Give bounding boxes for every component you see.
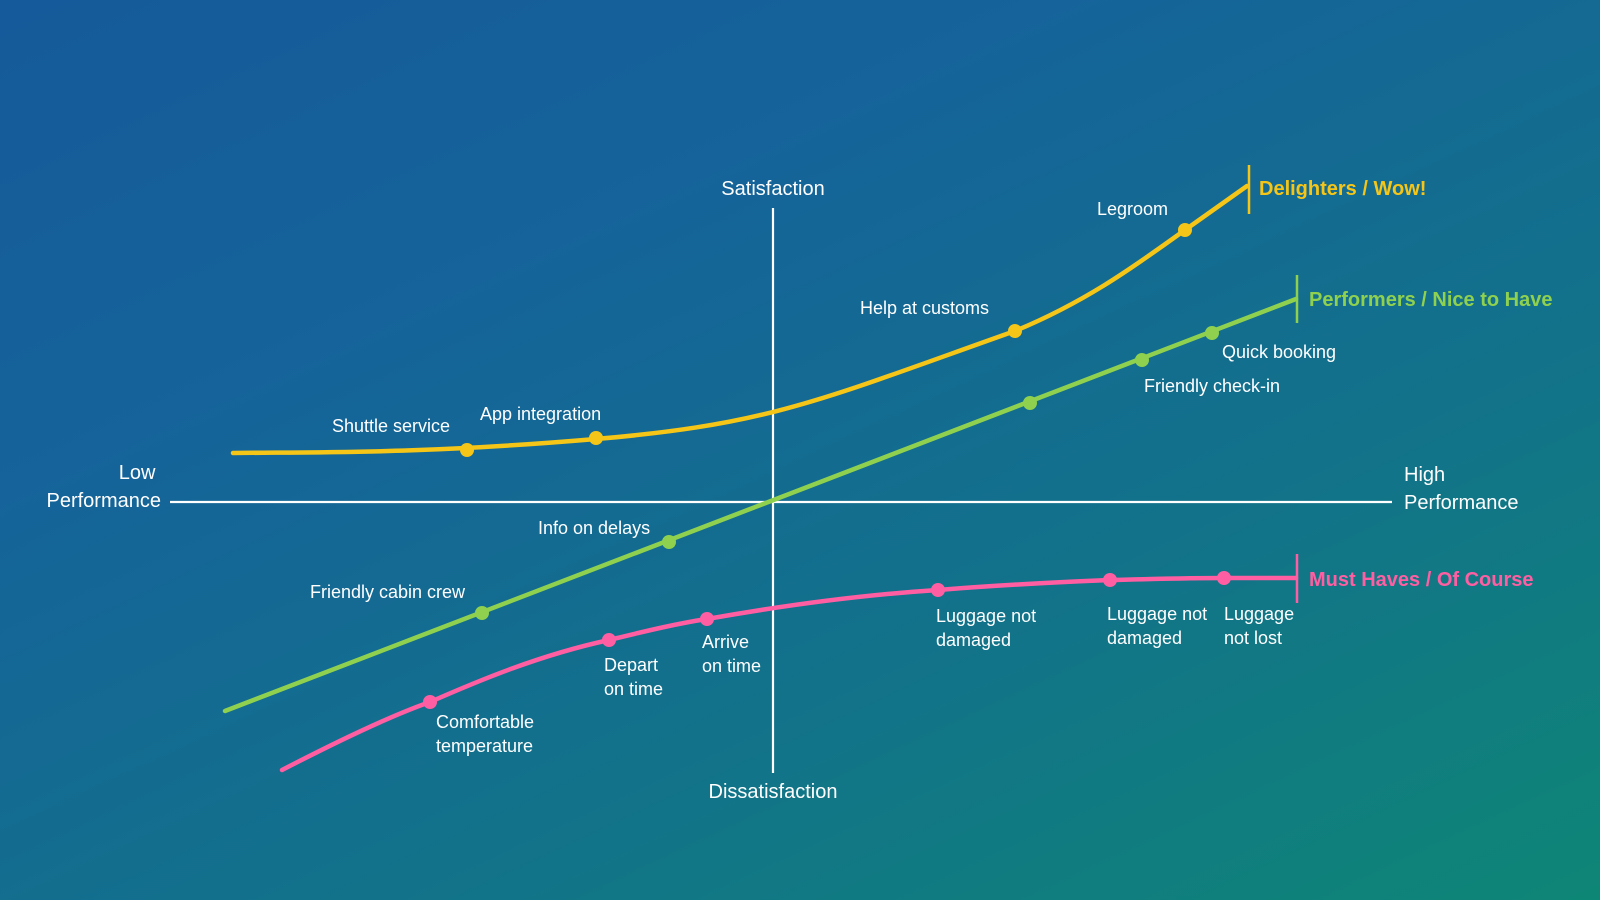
series-delighters: Delighters / Wow! Shuttle service App in… — [230, 165, 1426, 457]
series-must-haves: Must Haves / Of Course Comfortable tempe… — [279, 554, 1534, 773]
point-unlabeled-performer — [1023, 396, 1037, 410]
category-label-performers: Performers / Nice to Have — [1309, 289, 1552, 311]
point-legroom — [1178, 223, 1192, 237]
point-luggage-not-damaged-1 — [931, 583, 945, 597]
point-info-on-delays — [662, 535, 676, 549]
category-label-must-haves: Must Haves / Of Course — [1309, 569, 1534, 591]
label-help-at-customs: Help at customs — [860, 298, 989, 318]
axis-label-satisfaction: Satisfaction — [721, 178, 824, 200]
point-friendly-cabin-crew — [475, 606, 489, 620]
point-depart-on-time — [602, 633, 616, 647]
curve-performers — [222, 296, 1299, 714]
point-comfortable-temperature — [423, 695, 437, 709]
point-shuttle-service — [460, 443, 474, 457]
label-quick-booking: Quick booking — [1222, 342, 1336, 362]
label-friendly-check-in: Friendly check-in — [1144, 376, 1280, 396]
label-legroom: Legroom — [1097, 199, 1168, 219]
point-help-at-customs — [1008, 324, 1022, 338]
point-luggage-not-damaged-2 — [1103, 573, 1117, 587]
label-luggage-not-damaged-1: Luggage not damaged — [936, 606, 1041, 650]
point-app-integration — [589, 431, 603, 445]
axis-label-high-performance: High Performance — [1404, 464, 1519, 514]
series-performers: Performers / Nice to Have Friendly cabin… — [222, 275, 1552, 714]
label-arrive-on-time: Arrive on time — [702, 632, 761, 676]
point-luggage-not-lost — [1217, 571, 1231, 585]
point-quick-booking — [1205, 326, 1219, 340]
label-comfortable-temperature: Comfortable temperature — [436, 712, 539, 756]
label-friendly-cabin-crew: Friendly cabin crew — [310, 582, 466, 602]
axis-label-dissatisfaction: Dissatisfaction — [709, 781, 838, 803]
label-shuttle-service: Shuttle service — [332, 416, 450, 436]
label-depart-on-time: Depart on time — [604, 655, 663, 699]
label-luggage-not-lost: Luggage not lost — [1224, 604, 1299, 648]
label-luggage-not-damaged-2: Luggage not damaged — [1107, 604, 1212, 648]
category-label-delighters: Delighters / Wow! — [1259, 178, 1426, 200]
point-friendly-check-in — [1135, 353, 1149, 367]
label-info-on-delays: Info on delays — [538, 518, 650, 538]
label-app-integration: App integration — [480, 404, 601, 424]
axis-label-low-performance: Low Performance — [47, 462, 162, 512]
point-arrive-on-time — [700, 612, 714, 626]
curve-delighters — [230, 183, 1250, 456]
